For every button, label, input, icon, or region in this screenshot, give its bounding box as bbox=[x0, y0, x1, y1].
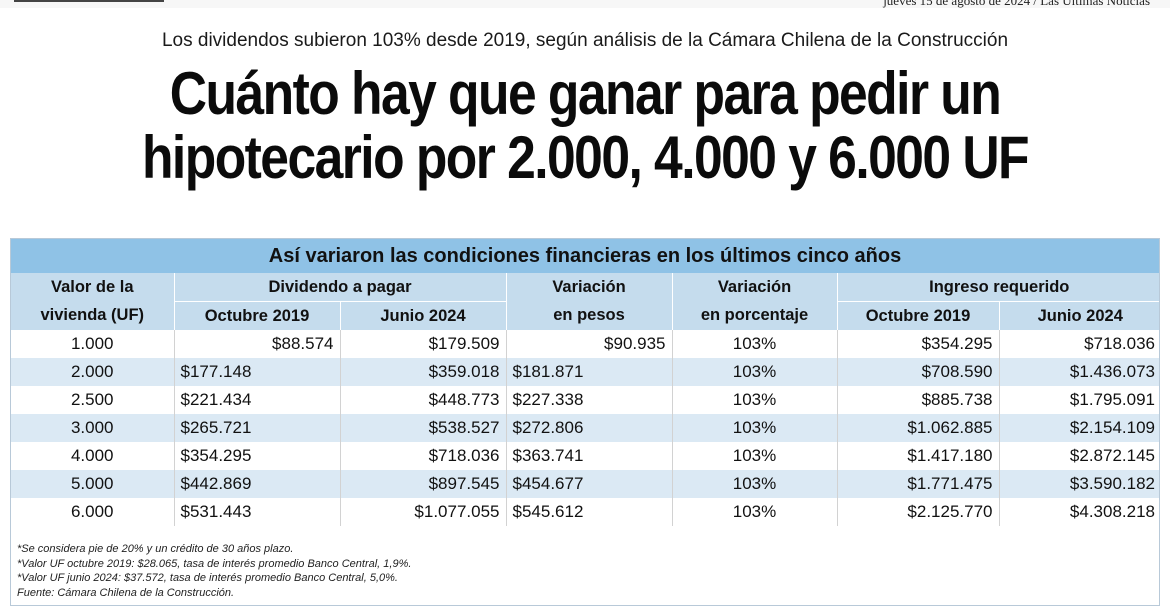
cell-valor: 2.500 bbox=[11, 386, 175, 414]
header-var-pct-line2: en porcentaje bbox=[672, 301, 838, 330]
cell-ing-2019: $885.738 bbox=[837, 386, 1000, 414]
cell-var-pesos: $272.806 bbox=[506, 414, 673, 442]
footnote: *Valor UF octubre 2019: $28.065, tasa de… bbox=[17, 557, 412, 570]
headline-line-2: hipotecario por 2.000, 4.000 y 6.000 UF bbox=[141, 124, 1030, 191]
cell-var-pesos: $363.741 bbox=[506, 442, 673, 470]
header-ingreso-oct: Octubre 2019 bbox=[837, 301, 1000, 330]
header-dividendo: Dividendo a pagar bbox=[174, 273, 507, 302]
cell-var-pct: 103% bbox=[672, 498, 838, 526]
mortgage-table: Valor de la Dividendo a pagar Variación … bbox=[11, 273, 1159, 526]
cell-ing-2019: $2.125.770 bbox=[837, 498, 1000, 526]
cell-var-pesos: $90.935 bbox=[506, 330, 673, 358]
header-valor-line1: Valor de la bbox=[11, 273, 175, 302]
cell-div-2019: $221.434 bbox=[174, 386, 341, 414]
cell-ing-2024: $3.590.182 bbox=[999, 470, 1159, 498]
cell-var-pct: 103% bbox=[672, 442, 838, 470]
cell-ing-2024: $2.154.109 bbox=[999, 414, 1159, 442]
cell-div-2024: $448.773 bbox=[340, 386, 507, 414]
cell-valor: 5.000 bbox=[11, 470, 175, 498]
cell-valor: 2.000 bbox=[11, 358, 175, 386]
cell-var-pesos: $227.338 bbox=[506, 386, 673, 414]
table-banner: Así variaron las condiciones financieras… bbox=[11, 239, 1159, 273]
cell-var-pct: 103% bbox=[672, 470, 838, 498]
cell-ing-2019: $354.295 bbox=[837, 330, 1000, 358]
table-row: 5.000 $442.869 $897.545 $454.677 103% $1… bbox=[11, 470, 1159, 498]
cell-valor: 6.000 bbox=[11, 498, 175, 526]
cell-ing-2024: $1.795.091 bbox=[999, 386, 1159, 414]
cell-div-2024: $1.077.055 bbox=[340, 498, 507, 526]
cell-div-2019: $177.148 bbox=[174, 358, 341, 386]
table-footnotes: *Se considera pie de 20% y un crédito de… bbox=[17, 542, 411, 600]
header-var-pesos-line1: Variación bbox=[506, 273, 673, 302]
header-rule bbox=[14, 0, 164, 2]
footnote: *Se considera pie de 20% y un crédito de… bbox=[17, 543, 294, 555]
cell-ing-2024: $4.308.218 bbox=[999, 498, 1159, 526]
source-note: Fuente: Cámara Chilena de la Construcció… bbox=[17, 586, 235, 599]
cell-ing-2024: $718.036 bbox=[999, 330, 1159, 358]
date-line: jueves 15 de agosto de 2024 / Las Última… bbox=[883, 0, 1150, 8]
cell-ing-2024: $2.872.145 bbox=[999, 442, 1159, 470]
cell-var-pesos: $454.677 bbox=[506, 470, 673, 498]
table-row: 4.000 $354.295 $718.036 $363.741 103% $1… bbox=[11, 442, 1159, 470]
cell-valor: 1.000 bbox=[11, 330, 175, 358]
cell-div-2024: $538.527 bbox=[340, 414, 507, 442]
table-row: 1.000 $88.574 $179.509 $90.935 103% $354… bbox=[11, 330, 1159, 358]
cell-div-2019: $442.869 bbox=[174, 470, 341, 498]
header-var-pesos-line2: en pesos bbox=[506, 301, 673, 330]
cell-div-2024: $897.545 bbox=[340, 470, 507, 498]
footnote: *Valor UF junio 2024: $37.572, tasa de i… bbox=[17, 572, 398, 584]
header-ingreso-jun: Junio 2024 bbox=[999, 301, 1159, 330]
cell-div-2019: $354.295 bbox=[174, 442, 341, 470]
cell-var-pct: 103% bbox=[672, 358, 838, 386]
cell-valor: 4.000 bbox=[11, 442, 175, 470]
cell-var-pct: 103% bbox=[672, 386, 838, 414]
data-table-box: Así variaron las condiciones financieras… bbox=[10, 238, 1160, 606]
cell-var-pesos: $545.612 bbox=[506, 498, 673, 526]
header-ingreso: Ingreso requerido bbox=[837, 273, 1159, 302]
cell-ing-2019: $1.062.885 bbox=[837, 414, 1000, 442]
cell-div-2024: $179.509 bbox=[340, 330, 507, 358]
header-dividendo-oct: Octubre 2019 bbox=[174, 301, 341, 330]
article-subtitle: Los dividendos subieron 103% desde 2019,… bbox=[161, 30, 1009, 51]
header-valor-line2: vivienda (UF) bbox=[11, 301, 175, 330]
cell-div-2024: $718.036 bbox=[340, 442, 507, 470]
table-row: 3.000 $265.721 $538.527 $272.806 103% $1… bbox=[11, 414, 1159, 442]
cell-div-2024: $359.018 bbox=[340, 358, 507, 386]
headline-line-1: Cuánto hay que ganar para pedir un bbox=[169, 60, 1002, 127]
cell-ing-2019: $1.771.475 bbox=[837, 470, 1000, 498]
cell-var-pesos: $181.871 bbox=[506, 358, 673, 386]
table-row: 2.000 $177.148 $359.018 $181.871 103% $7… bbox=[11, 358, 1159, 386]
header-row-2: vivienda (UF) Octubre 2019 Junio 2024 en… bbox=[11, 301, 1159, 330]
cell-ing-2019: $1.417.180 bbox=[837, 442, 1000, 470]
cell-div-2019: $531.443 bbox=[174, 498, 341, 526]
header-row-1: Valor de la Dividendo a pagar Variación … bbox=[11, 273, 1159, 302]
article-headline: Cuánto hay que ganar para pedir un hipot… bbox=[116, 62, 1053, 190]
table-row: 2.500 $221.434 $448.773 $227.338 103% $8… bbox=[11, 386, 1159, 414]
cell-div-2019: $88.574 bbox=[174, 330, 341, 358]
cell-var-pct: 103% bbox=[672, 330, 838, 358]
header-dividendo-jun: Junio 2024 bbox=[340, 301, 507, 330]
page-header-strip: jueves 15 de agosto de 2024 / Las Última… bbox=[0, 0, 1170, 8]
cell-ing-2024: $1.436.073 bbox=[999, 358, 1159, 386]
header-var-pct-line1: Variación bbox=[672, 273, 838, 302]
cell-valor: 3.000 bbox=[11, 414, 175, 442]
cell-var-pct: 103% bbox=[672, 414, 838, 442]
cell-ing-2019: $708.590 bbox=[837, 358, 1000, 386]
cell-div-2019: $265.721 bbox=[174, 414, 341, 442]
table-row: 6.000 $531.443 $1.077.055 $545.612 103% … bbox=[11, 498, 1159, 526]
